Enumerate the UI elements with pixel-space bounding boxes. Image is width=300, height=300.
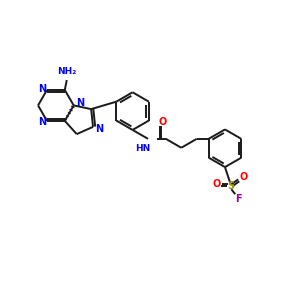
Text: N: N [38,117,46,127]
Text: F: F [235,194,242,204]
Text: NH₂: NH₂ [57,67,76,76]
Text: O: O [239,172,247,182]
Text: N: N [76,98,84,108]
Text: N: N [38,84,46,94]
Text: S: S [227,181,234,191]
Text: N: N [95,124,103,134]
Text: HN: HN [135,144,151,153]
Text: O: O [212,179,220,189]
Text: O: O [158,117,166,128]
